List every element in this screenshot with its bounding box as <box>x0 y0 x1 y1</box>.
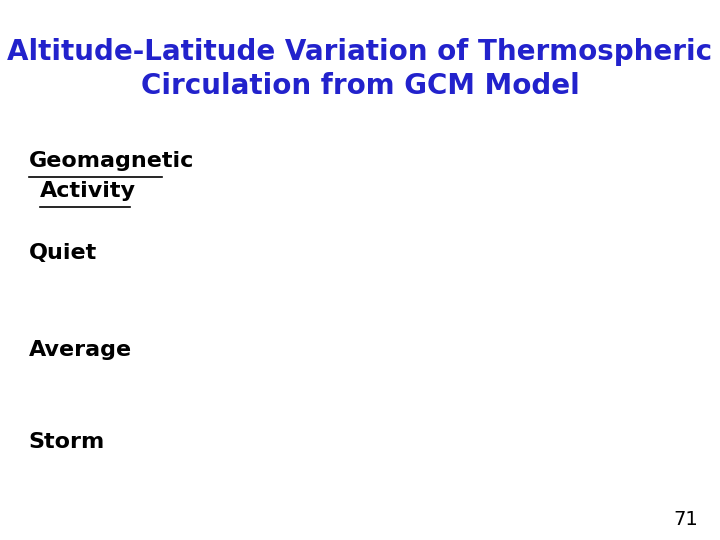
Text: Average: Average <box>29 340 132 360</box>
Text: 71: 71 <box>674 510 698 529</box>
Text: Altitude-Latitude Variation of Thermospheric
Circulation from GCM Model: Altitude-Latitude Variation of Thermosph… <box>7 38 713 100</box>
Text: Geomagnetic: Geomagnetic <box>29 151 194 171</box>
Text: Activity: Activity <box>40 181 135 201</box>
Text: Quiet: Quiet <box>29 243 97 263</box>
Text: Storm: Storm <box>29 432 105 452</box>
